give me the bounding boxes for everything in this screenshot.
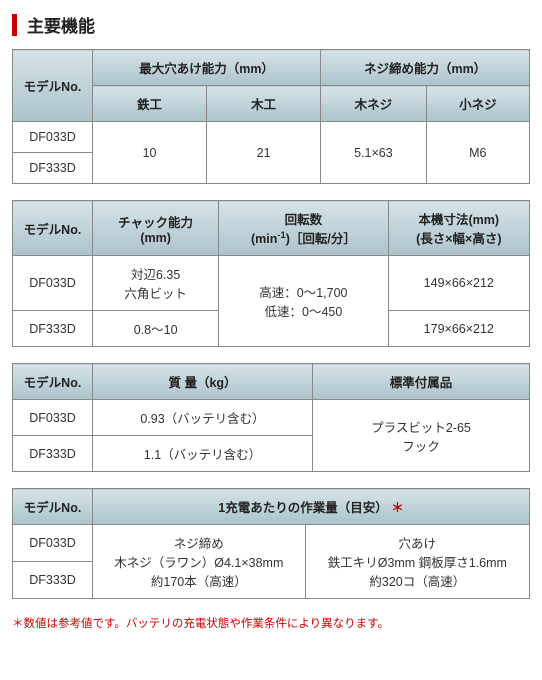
td-chuck: 0.8～10 (93, 311, 219, 347)
td-model: DF333D (13, 153, 93, 184)
th-model: モデルNo. (13, 201, 93, 256)
th-mass: 質 量（kg） (93, 364, 313, 400)
rpm-label-b: (min (251, 232, 277, 246)
td-chuck: 対辺6.35六角ビット (93, 256, 219, 311)
footnote: ＊数値は参考値です。バッテリの充電状態や作業条件により異なります。 (12, 615, 530, 631)
td-screw-work: ネジ締め木ネジ（ラワン）Ø4.1×38mm約170本（高速） (93, 525, 306, 599)
work-label: 1充電あたりの作業量（目安） (218, 501, 387, 515)
th-model: モデルNo. (13, 364, 93, 400)
spec-table-4: モデルNo. 1充電あたりの作業量（目安） ＊ DF033D ネジ締め木ネジ（ラ… (12, 488, 530, 599)
td-machine-screw: M6 (426, 122, 529, 184)
td-drill-work: 穴あけ鉄工キリØ3mm 鋼板厚さ1.6mm約320コ（高速） (305, 525, 529, 599)
rpm-label-c: )［回転/分］ (286, 232, 356, 246)
asterisk: ＊ (391, 501, 404, 515)
td-steel: 10 (93, 122, 207, 184)
th-model: モデルNo. (13, 50, 93, 122)
th-chuck: チャック能力(mm) (93, 201, 219, 256)
td-model: DF333D (13, 311, 93, 347)
section-title: 主要機能 (12, 12, 530, 37)
td-dimensions: 179×66×212 (388, 311, 529, 347)
th-work-per-charge: 1充電あたりの作業量（目安） ＊ (93, 489, 530, 525)
rpm-label-a: 回転数 (285, 213, 323, 227)
th-rpm: 回転数 (min-1)［回転/分］ (219, 201, 388, 256)
td-dimensions: 149×66×212 (388, 256, 529, 311)
spec-table-1: モデルNo. 最大穴あけ能力（mm） ネジ締め能力（mm） 鉄工 木工 木ネジ … (12, 49, 530, 184)
td-wood-screw: 5.1×63 (321, 122, 427, 184)
td-model: DF333D (13, 436, 93, 472)
td-model: DF033D (13, 122, 93, 153)
td-model: DF033D (13, 400, 93, 436)
th-wood-screw: 木ネジ (321, 86, 427, 122)
td-mass: 1.1（バッテリ含む） (93, 436, 313, 472)
spec-table-2: モデルNo. チャック能力(mm) 回転数 (min-1)［回転/分］ 本機寸法… (12, 200, 530, 347)
th-accessories: 標準付属品 (313, 364, 530, 400)
th-screw-capacity: ネジ締め能力（mm） (321, 50, 530, 86)
td-model: DF033D (13, 256, 93, 311)
th-wood: 木工 (207, 86, 321, 122)
th-drill-capacity: 最大穴あけ能力（mm） (93, 50, 321, 86)
th-steel: 鉄工 (93, 86, 207, 122)
spec-table-3: モデルNo. 質 量（kg） 標準付属品 DF033D 0.93（バッテリ含む）… (12, 363, 530, 472)
td-mass: 0.93（バッテリ含む） (93, 400, 313, 436)
th-model: モデルNo. (13, 489, 93, 525)
td-accessories: プラスビット2-65フック (313, 400, 530, 472)
td-model: DF333D (13, 562, 93, 599)
th-machine-screw: 小ネジ (426, 86, 529, 122)
th-dimensions: 本機寸法(mm)(長さ×幅×高さ) (388, 201, 529, 256)
td-model: DF033D (13, 525, 93, 562)
accent-bar (12, 14, 17, 36)
td-wood: 21 (207, 122, 321, 184)
section-title-text: 主要機能 (27, 12, 95, 37)
td-rpm: 高速：0～1,700低速：0～450 (219, 256, 388, 347)
rpm-sup: -1 (277, 230, 285, 240)
